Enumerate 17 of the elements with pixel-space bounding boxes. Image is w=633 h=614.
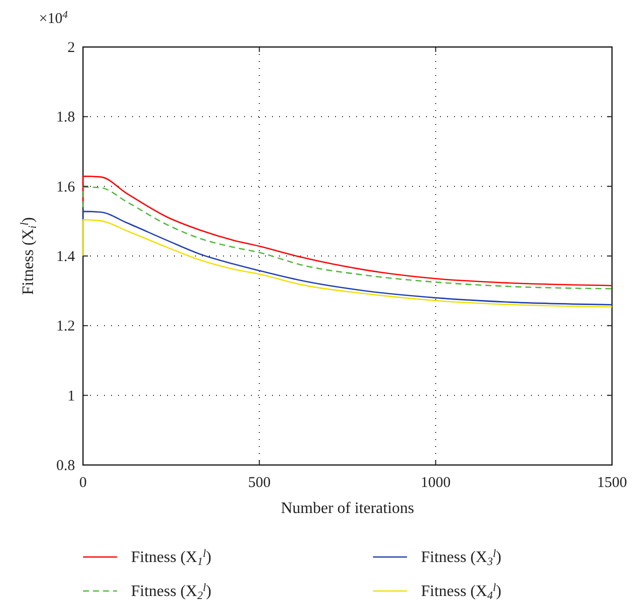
y-tick-label: 1.4 [56, 249, 76, 265]
y-tick-label: 1 [68, 388, 75, 404]
x-tick-label: 0 [79, 475, 87, 491]
y-tick-label: 2 [68, 40, 75, 56]
y-tick-label: 1.8 [56, 110, 75, 126]
x-axis-title: Number of iterations [280, 500, 414, 517]
legend-label: Fitness (X$_{2}$$^{l}$) [131, 582, 212, 602]
legend-label: Fitness (X$_{1}$$^{l}$) [131, 548, 212, 568]
text: ×10$^{4}$ [39, 10, 68, 27]
x-tick-label: 1500 [597, 475, 627, 491]
y-tick-label: 1.6 [56, 179, 76, 196]
y-tick-label: 0.8 [56, 458, 75, 474]
x-tick-label: 1000 [420, 475, 451, 491]
x-tick-label: 500 [248, 475, 271, 491]
legend-label: Fitness (X$_{4}$$^{l}$) [421, 582, 502, 602]
y-tick-label: 1.2 [56, 318, 75, 335]
legend-label: Fitness (X$_{3}$$^{l}$) [421, 548, 502, 568]
